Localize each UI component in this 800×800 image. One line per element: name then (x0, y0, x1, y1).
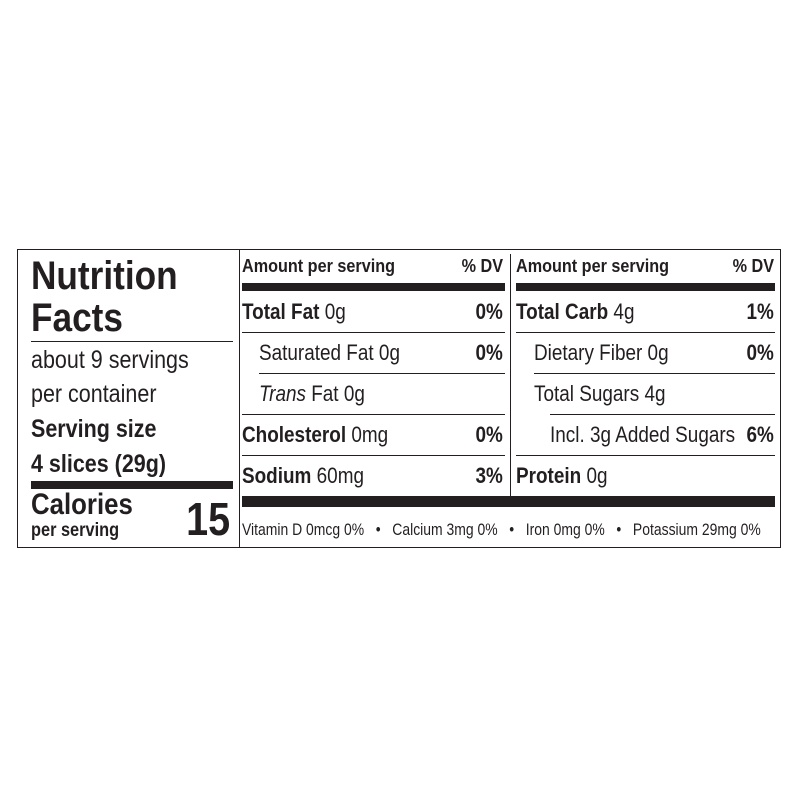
left-rule-3 (242, 414, 505, 415)
left-divider (239, 250, 240, 547)
calories-per-serving: per serving (31, 520, 120, 541)
sodium-amount: 60mg (316, 463, 364, 488)
sodium-label: Sodium (242, 463, 312, 488)
calories-label: Calories (31, 488, 133, 521)
left-rule-4 (242, 455, 505, 456)
cholesterol-row: Cholesterol 0mg (242, 422, 388, 448)
footer-separator-2: • (509, 520, 515, 539)
protein-row: Protein 0g (516, 463, 608, 489)
total-carb-amount: 4g (613, 299, 635, 324)
calcium: Calcium 3mg 0% (392, 520, 498, 539)
total-sugars-label: Total Sugars (534, 381, 640, 406)
protein-label: Protein (516, 463, 582, 488)
potassium: Potassium 29mg 0% (632, 520, 761, 539)
saturated-fat-row: Saturated Fat 0g (259, 340, 400, 366)
serving-size-value: 4 slices (29g) (31, 450, 167, 478)
right-rule-4 (516, 455, 775, 456)
servings-line-1: about 9 servings (31, 346, 189, 374)
dietary-fiber-row: Dietary Fiber 0g (534, 340, 669, 366)
footer-separator-3: • (616, 520, 622, 539)
saturated-fat-amount: 0g (378, 340, 400, 365)
left-header-dv: % DV (461, 256, 503, 276)
cholesterol-label: Cholesterol (242, 422, 347, 447)
right-header-dv: % DV (732, 256, 774, 276)
right-rule-3 (550, 414, 775, 415)
calories-value: 15 (185, 493, 230, 545)
added-sugars-dv: 6% (746, 422, 774, 447)
total-sugars-row: Total Sugars 4g (534, 381, 665, 407)
total-fat-label: Total Fat (242, 299, 320, 324)
total-carb-row: Total Carb 4g (516, 299, 634, 325)
trans-fat-amount: 0g (343, 381, 365, 406)
protein-amount: 0g (586, 463, 608, 488)
trans-fat-row: Trans Fat 0g (259, 381, 365, 407)
iron: Iron 0mg 0% (525, 520, 605, 539)
servings-line-2: per container (31, 380, 157, 408)
saturated-fat-label: Saturated Fat (259, 340, 374, 365)
right-rule-2 (534, 373, 775, 374)
trans-fat-italic: Trans (259, 381, 306, 406)
right-rule-1 (516, 332, 775, 333)
trans-fat-label: Fat (311, 381, 339, 406)
title-line-1: Nutrition (31, 254, 178, 298)
left-header-bar (242, 283, 505, 291)
total-fat-amount: 0g (324, 299, 346, 324)
serving-thick-bar (31, 481, 233, 489)
middle-divider (510, 254, 511, 504)
title-line-2: Facts (31, 296, 123, 340)
dietary-fiber-label: Dietary Fiber (534, 340, 643, 365)
bottom-thick-bar (242, 496, 775, 507)
total-fat-row: Total Fat 0g (242, 299, 346, 325)
total-carb-label: Total Carb (516, 299, 609, 324)
nutrition-facts-panel: Nutrition Facts about 9 servings per con… (17, 249, 781, 548)
right-header-bar (516, 283, 775, 291)
footer-separator-1: • (375, 520, 381, 539)
left-header-amount: Amount per serving (242, 256, 396, 276)
added-sugars-label: Incl. 3g Added Sugars (550, 422, 736, 447)
dietary-fiber-amount: 0g (647, 340, 669, 365)
left-rule-1 (242, 332, 505, 333)
total-sugars-amount: 4g (644, 381, 666, 406)
cholesterol-dv: 0% (475, 422, 503, 447)
sodium-row: Sodium 60mg (242, 463, 364, 489)
title-rule (31, 341, 233, 342)
serving-size-label: Serving size (31, 415, 157, 443)
total-fat-dv: 0% (475, 299, 503, 324)
left-rule-2 (259, 373, 505, 374)
saturated-fat-dv: 0% (475, 340, 503, 365)
right-header-amount: Amount per serving (516, 256, 670, 276)
dietary-fiber-dv: 0% (746, 340, 774, 365)
sodium-dv: 3% (475, 463, 503, 488)
footer-micronutrients: Vitamin D 0mcg 0% • Calcium 3mg 0% • Iro… (242, 520, 761, 540)
cholesterol-amount: 0mg (351, 422, 389, 447)
vitamin-d: Vitamin D 0mcg 0% (242, 520, 365, 539)
total-carb-dv: 1% (746, 299, 774, 324)
